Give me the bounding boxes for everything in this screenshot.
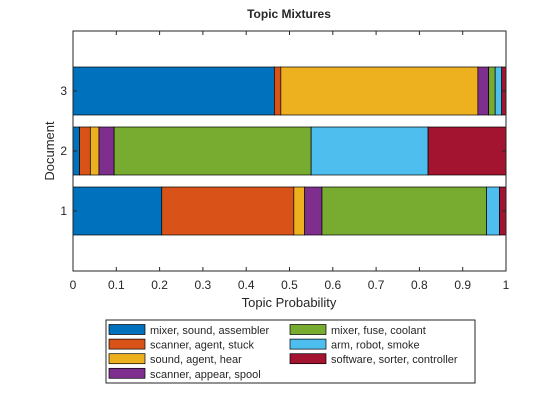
- x-tick-label: 0.8: [411, 278, 428, 292]
- legend-label-1: mixer, sound, assembler: [150, 325, 270, 337]
- bar-doc2-topic5: [113, 126, 312, 176]
- bar-doc2-topic2: [79, 126, 91, 176]
- bar-doc3-topic4: [477, 66, 490, 116]
- legend-swatch-5: [289, 324, 327, 335]
- x-tick-label: 0.7: [368, 278, 385, 292]
- y-axis-ticks: 1 2 3: [60, 84, 506, 218]
- legend-label-7: software, sorter, controller: [331, 354, 458, 366]
- y-axis-label: Document: [42, 121, 57, 181]
- x-axis-label: Topic Probability: [242, 295, 337, 310]
- x-axis-ticks: 0 0.1 0.2 0.3 0.4 0.5 0.6 0.7 0.8 0.9 1: [70, 31, 510, 292]
- legend: mixer, sound, assembler scanner, agent, s…: [105, 319, 476, 384]
- legend-label-3: sound, agent, hear: [150, 354, 242, 366]
- legend-swatch-7: [289, 353, 327, 365]
- bar-doc1-topic3: [293, 186, 305, 236]
- legend-swatch-1: [108, 324, 146, 335]
- x-tick-label: 0.4: [238, 278, 255, 292]
- bar-doc2-topic4: [98, 126, 115, 176]
- bar-doc3-topic2: [274, 66, 282, 116]
- y-tick-label: 1: [60, 204, 67, 218]
- bar-doc3-topic5: [488, 66, 496, 116]
- bar-doc3-topic1: [72, 66, 275, 116]
- x-tick-label: 0.3: [195, 278, 212, 292]
- legend-label-6: arm, robot, smoke: [331, 340, 420, 352]
- bar-doc2-topic3: [89, 126, 100, 176]
- bar-doc1-topic5: [321, 186, 487, 236]
- x-tick-label: 0.9: [454, 278, 471, 292]
- legend-swatch-2: [108, 338, 146, 350]
- y-tick-label: 3: [60, 84, 67, 98]
- x-tick-label: 1: [503, 278, 510, 292]
- legend-swatch-6: [289, 338, 327, 350]
- bar-doc1-topic4: [304, 186, 323, 236]
- y-tick-label: 2: [60, 144, 67, 158]
- legend-swatch-3: [108, 353, 146, 365]
- bar-series-group: [72, 66, 507, 236]
- legend-label-5: mixer, fuse, coolant: [331, 325, 426, 337]
- x-tick-label: 0.6: [324, 278, 341, 292]
- bar-doc1-topic2: [161, 186, 295, 236]
- x-tick-label: 0.1: [108, 278, 125, 292]
- legend-label-4: scanner, appear, spool: [150, 369, 261, 381]
- bar-doc3-topic6: [494, 66, 503, 116]
- x-tick-label: 0: [70, 278, 77, 292]
- chart-title: Topic Mixtures: [247, 7, 331, 21]
- bar-doc1-topic6: [486, 186, 500, 236]
- bar-doc1-topic1: [72, 186, 163, 236]
- x-tick-label: 0.2: [151, 278, 168, 292]
- bar-doc3-topic3: [280, 66, 479, 116]
- bar-doc2-topic7: [427, 126, 507, 176]
- x-tick-label: 0.5: [281, 278, 298, 292]
- bar-doc2-topic6: [310, 126, 429, 176]
- legend-label-2: scanner, agent, stuck: [150, 340, 254, 352]
- legend-swatch-4: [108, 367, 146, 379]
